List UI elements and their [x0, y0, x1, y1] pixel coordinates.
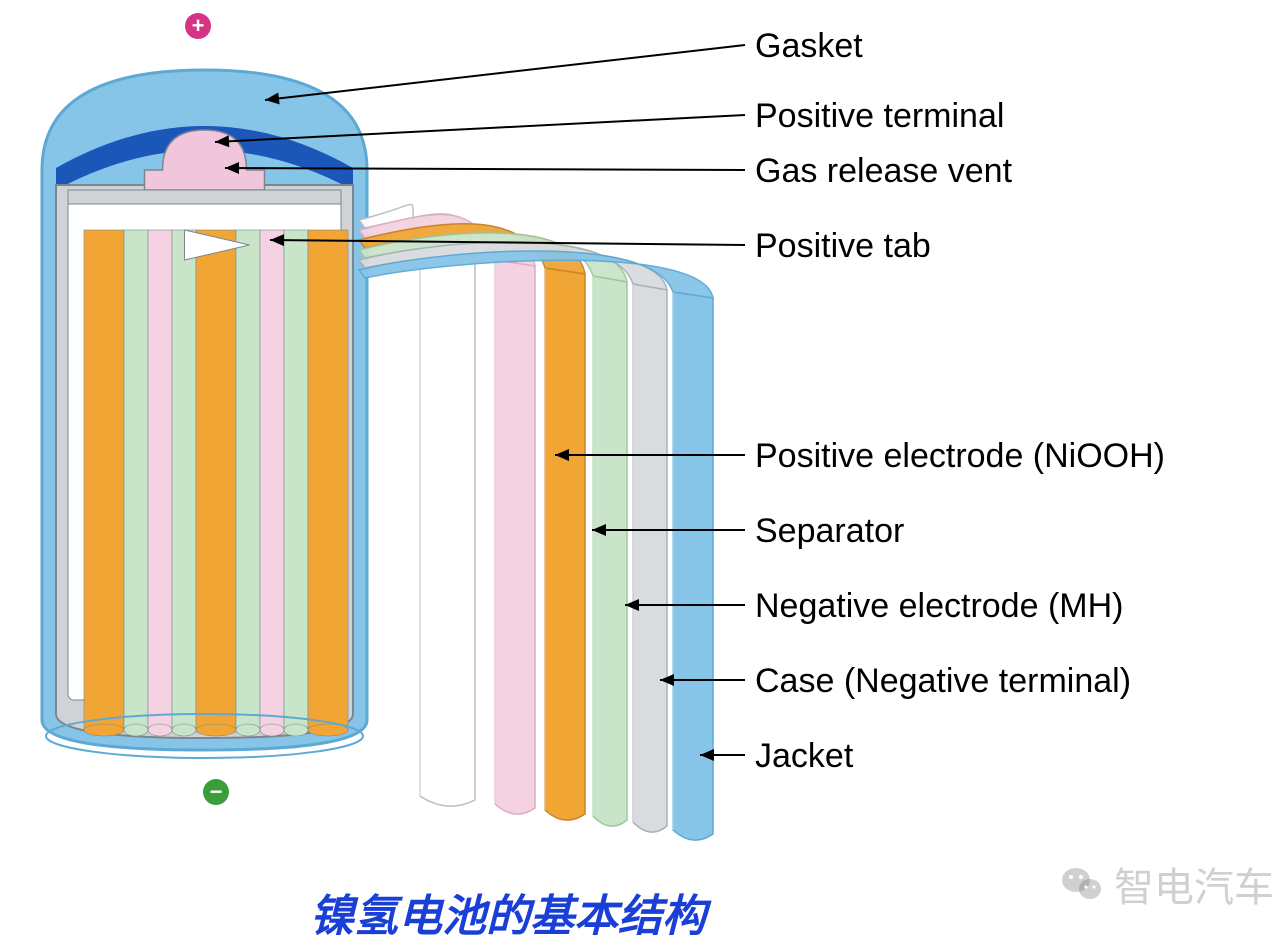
- case-layer: [633, 284, 667, 832]
- label-gas-release-vent: Gas release vent: [755, 152, 1013, 190]
- electrode-stripe-cap: [84, 724, 124, 736]
- electrode-stripe: [148, 230, 172, 730]
- separator-layer: [545, 268, 585, 820]
- electrode-stripe-cap: [148, 724, 172, 736]
- positive-tab-layer: [420, 250, 475, 806]
- electrode-stripe: [84, 230, 124, 730]
- label-positive-electrode: Positive electrode (NiOOH): [755, 437, 1165, 475]
- electrode-stripe: [124, 230, 148, 730]
- plus-glyph: +: [192, 13, 205, 38]
- electrode-stripe: [236, 230, 260, 730]
- electrode-stripe-cap: [124, 724, 148, 736]
- electrode-stripe: [196, 230, 236, 730]
- electrode-stripe: [260, 230, 284, 730]
- electrode-stripe: [284, 230, 308, 730]
- electrode-stripe-cap: [172, 724, 196, 736]
- battery-diagram: Gasket Positive terminal Gas release vent P…: [0, 0, 1280, 935]
- peeled-layers: [359, 205, 713, 841]
- electrode-stripe-cap: [284, 724, 308, 736]
- label-jacket: Jacket: [755, 737, 854, 775]
- leader-gasket: [265, 45, 745, 100]
- battery-body: [42, 70, 367, 758]
- label-gasket: Gasket: [755, 27, 863, 65]
- seal-plate: [68, 190, 341, 204]
- label-negative-electrode: Negative electrode (MH): [755, 587, 1123, 625]
- positive-electrode: [495, 260, 535, 814]
- electrode-stripe-cap: [260, 724, 284, 736]
- label-separator: Separator: [755, 512, 904, 550]
- electrode-stripe-cap: [236, 724, 260, 736]
- electrode-stripe-cap: [196, 724, 236, 736]
- diagram-caption: 镍氢电池的基本结构: [310, 880, 706, 935]
- label-positive-tab: Positive tab: [755, 227, 931, 265]
- minus-glyph: −: [210, 779, 223, 804]
- electrode-stripe: [308, 230, 348, 730]
- watermark-text: 智电汽车: [1114, 855, 1274, 913]
- wechat-icon: [1060, 864, 1104, 904]
- label-positive-terminal: Positive terminal: [755, 97, 1004, 135]
- negative-electrode: [593, 276, 627, 826]
- watermark: 智电汽车: [1060, 855, 1274, 913]
- electrode-stripe: [172, 230, 196, 730]
- label-case: Case (Negative terminal): [755, 662, 1131, 700]
